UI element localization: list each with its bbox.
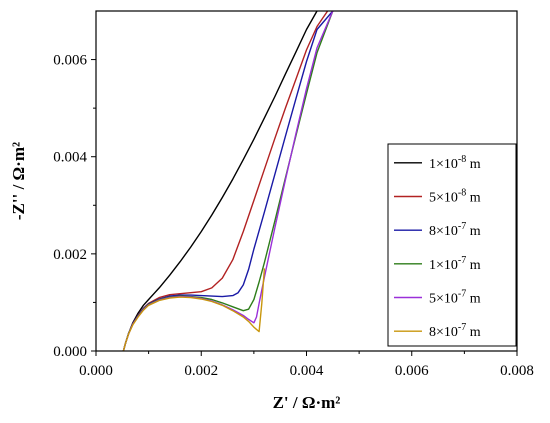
legend-label-exponent: -7 <box>458 221 466 232</box>
x-tick-label: 0.006 <box>395 363 429 379</box>
legend-label-exponent: -7 <box>458 289 466 300</box>
legend-label-unit: m <box>466 292 481 307</box>
legend-label: 5×10-8 m <box>429 188 481 206</box>
series-line-6 <box>122 268 266 351</box>
y-tick-label: 0.002 <box>53 247 87 263</box>
x-tick-label: 0.008 <box>500 363 534 379</box>
series-line-1 <box>122 11 318 351</box>
legend-label: 5×10-7 m <box>429 289 481 307</box>
legend-label-unit: m <box>466 258 481 273</box>
legend: 1×10-8 m5×10-8 m8×10-7 m1×10-7 m5×10-7 m… <box>387 143 517 347</box>
legend-label-unit: m <box>466 325 481 340</box>
series-layer <box>122 11 334 351</box>
y-axis: 0.000 0.002 0.004 0.006 <box>53 53 96 360</box>
series-line-2 <box>122 11 329 351</box>
legend-label-exponent: -7 <box>458 255 466 266</box>
legend-label-unit: m <box>466 157 481 172</box>
legend-label-unit: m <box>466 191 481 206</box>
legend-label: 8×10-7 m <box>429 322 481 340</box>
legend-label-base: 1×10 <box>429 157 458 172</box>
x-tick-label: 0.004 <box>290 363 324 379</box>
y-tick-label: 0.004 <box>53 150 87 166</box>
legend-label-exponent: -7 <box>458 322 466 333</box>
legend-label-base: 8×10 <box>429 325 458 340</box>
legend-label: 1×10-8 m <box>429 154 481 172</box>
x-axis-title: Z' / Ω·m² <box>273 393 341 412</box>
legend-label: 1×10-7 m <box>429 255 481 273</box>
legend-label-base: 8×10 <box>429 224 458 239</box>
legend-label: 8×10-7 m <box>429 221 481 239</box>
legend-label-base: 5×10 <box>429 292 458 307</box>
y-axis-title: -Z'' / Ω·m² <box>9 142 28 220</box>
legend-box <box>387 143 517 347</box>
x-axis: 0.000 0.002 0.004 0.006 0.008 <box>79 351 534 379</box>
y-tick-label: 0.006 <box>53 53 87 69</box>
legend-label-exponent: -8 <box>458 188 466 199</box>
x-tick-label: 0.000 <box>79 363 113 379</box>
legend-label-base: 1×10 <box>429 258 458 273</box>
legend-label-unit: m <box>466 224 481 239</box>
legend-label-base: 5×10 <box>429 191 458 206</box>
y-tick-label: 0.000 <box>53 344 87 360</box>
x-tick-label: 0.002 <box>184 363 218 379</box>
legend-label-exponent: -8 <box>458 154 466 165</box>
